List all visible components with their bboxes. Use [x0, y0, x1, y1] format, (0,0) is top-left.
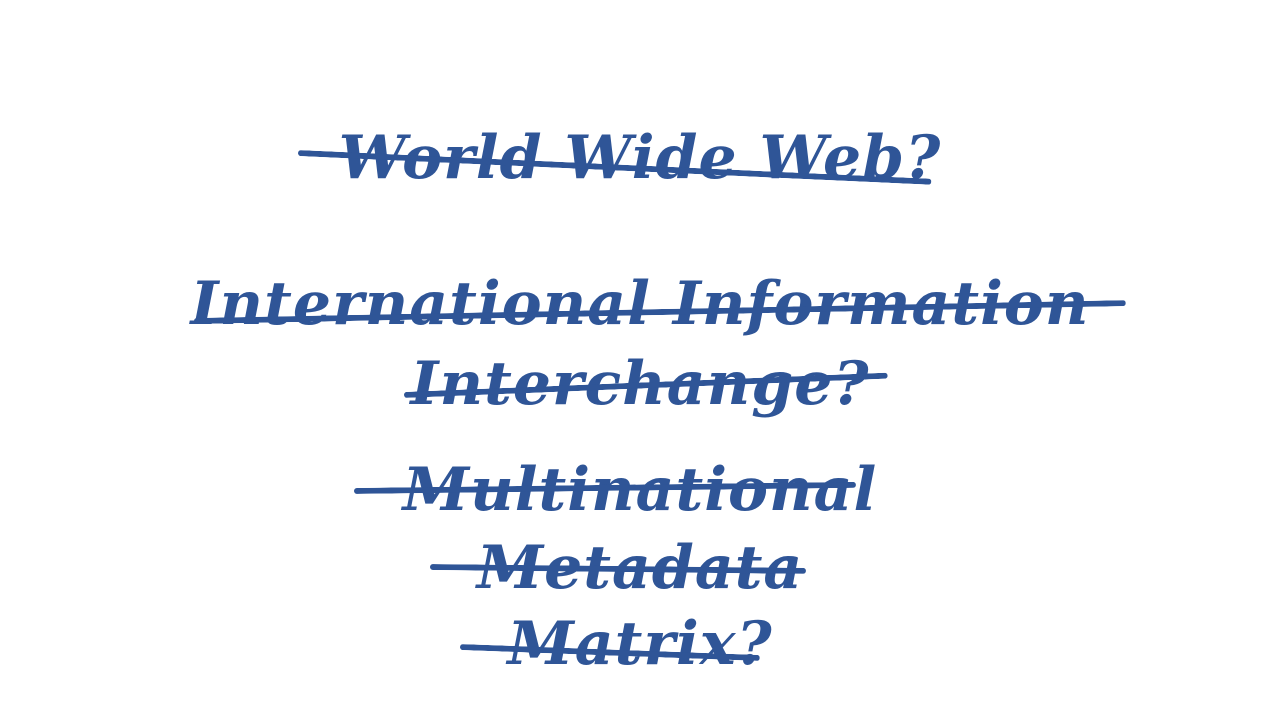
phrase-interchange: Interchange?	[410, 349, 870, 419]
phrase-multinational: Multinational	[402, 455, 878, 525]
phrase-international-information: International Information	[190, 269, 1090, 339]
phrase-metadata: Metadata	[476, 533, 804, 603]
phrase-world-wide-web: World Wide Web?	[338, 123, 942, 193]
phrase-matrix: Matrix?	[507, 609, 773, 679]
